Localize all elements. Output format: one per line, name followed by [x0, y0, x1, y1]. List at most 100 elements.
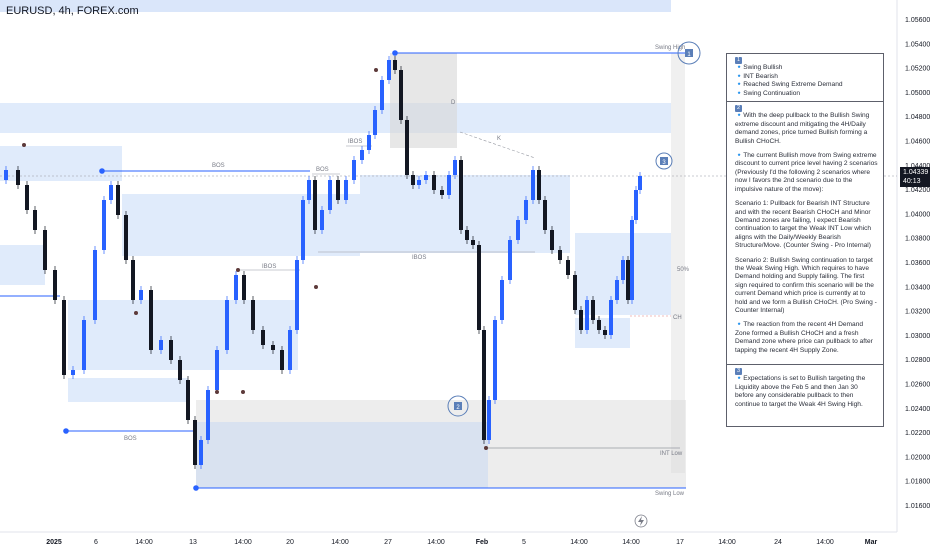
k-label: K	[497, 136, 501, 142]
y-axis-ticks: 1.05600 1.05400 1.05200 1.05000 1.04800 1.046…	[905, 17, 930, 510]
candle-body	[271, 345, 275, 350]
candle-body	[447, 175, 451, 195]
circle-label-1: 1	[687, 52, 691, 58]
candle-body	[301, 200, 305, 260]
zone-mid-1	[122, 194, 360, 256]
circle-label-3: 3	[662, 160, 666, 166]
candle-body	[626, 260, 630, 300]
circle-marker-1: 1	[677, 41, 701, 65]
candle-body	[524, 200, 528, 220]
candle-body	[380, 80, 384, 110]
candle-body	[440, 190, 444, 195]
int-point-2	[314, 285, 318, 289]
candle-body	[131, 260, 135, 300]
int-point-4	[484, 446, 488, 450]
x-tick-label: 17	[676, 539, 684, 546]
int-high-point	[236, 268, 240, 272]
zone-grey-right	[671, 53, 685, 473]
d-label: D	[451, 100, 456, 106]
candle-body	[186, 380, 190, 420]
ibos-label-2: IBOS	[348, 139, 362, 145]
x-tick-label: 14:00	[135, 539, 153, 546]
candle-body	[234, 275, 238, 300]
countdown-value: 40:13	[903, 178, 921, 185]
candle-body	[609, 300, 613, 335]
x-tick-label: 14:00	[234, 539, 252, 546]
candle-body	[621, 260, 625, 280]
candle-body	[33, 210, 37, 230]
y-tick-label: 1.03400	[905, 284, 930, 291]
y-tick-label: 1.02600	[905, 382, 930, 389]
candle-body	[424, 175, 428, 180]
supply-zone-upper	[0, 103, 671, 133]
bos-point-top	[99, 168, 105, 174]
candle-body	[4, 170, 8, 180]
bos-label-mid: BOS	[316, 167, 329, 173]
zone-demand-right-small	[575, 318, 630, 348]
note-badge-3: 3	[735, 368, 742, 375]
zone-blue-bottom	[196, 422, 488, 488]
candle-body	[242, 275, 246, 300]
candle-body	[387, 60, 391, 80]
zone-mid-2	[68, 300, 298, 370]
int-point-8	[241, 390, 245, 394]
candle-body	[566, 260, 570, 275]
x-tick-label: 13	[189, 539, 197, 546]
y-tick-label: 1.03200	[905, 309, 930, 316]
candle-body	[313, 180, 317, 230]
candle-body	[399, 70, 403, 120]
candle-body	[537, 170, 541, 200]
y-tick-label: 1.02000	[905, 454, 930, 461]
candle-body	[453, 160, 457, 175]
candle-body	[139, 290, 143, 300]
circle-marker-2: 2	[447, 395, 469, 417]
y-tick-label: 1.03800	[905, 236, 930, 243]
candle-body	[328, 180, 332, 210]
candle-body	[373, 110, 377, 135]
note-paragraph: Scenario 2: Bullish Swing continuation t…	[735, 256, 877, 314]
candle-body	[169, 340, 173, 360]
candle-body	[508, 240, 512, 280]
structure-lines	[0, 52, 686, 489]
candle-body	[465, 230, 469, 240]
note-paragraph: 🔹Expectations is set to Bullish targetin…	[735, 375, 866, 408]
note-item: 🔹INT Bearish	[735, 72, 778, 80]
y-tick-label: 1.02800	[905, 357, 930, 364]
candle-body	[603, 330, 607, 335]
candle-body	[225, 300, 229, 350]
candle-body	[531, 170, 535, 200]
swing-high-label: Swing High	[655, 45, 685, 51]
candle-body	[550, 230, 554, 250]
circle-label-2: 2	[456, 405, 460, 411]
note-section-1: 1 🔹Swing Bullish 🔹INT Bearish 🔹Reached S…	[727, 54, 883, 103]
y-tick-label: 1.01800	[905, 479, 930, 486]
analysis-note: 1 🔹Swing Bullish 🔹INT Bearish 🔹Reached S…	[726, 53, 884, 427]
lightning-icon[interactable]	[634, 514, 648, 528]
int-low-label: INT Low	[660, 451, 683, 457]
y-tick-label: 1.04000	[905, 211, 930, 218]
candle-body	[638, 176, 642, 190]
candle-body	[411, 175, 415, 185]
ibos-label-3: IBOS	[412, 255, 426, 261]
chart-title: EURUSD, 4h, FOREX.com	[6, 5, 139, 17]
x-tick-label: 14:00	[718, 539, 736, 546]
candle-body	[288, 330, 292, 370]
candle-body	[62, 300, 66, 375]
y-tick-label: 1.04800	[905, 114, 930, 121]
candle-body	[634, 190, 638, 220]
zone-mid-3	[68, 378, 188, 402]
candle-body	[109, 185, 113, 200]
candle-body	[367, 135, 371, 150]
y-tick-label: 1.02200	[905, 430, 930, 437]
last-price-value: 1.04339	[903, 169, 929, 176]
x-tick-label: 14:00	[816, 539, 834, 546]
note-section-3: 3 🔹Expectations is set to Bullish target…	[727, 365, 883, 418]
x-tick-label: 2025	[46, 539, 62, 546]
x-tick-label: 5	[522, 539, 526, 546]
y-tick-label: 1.05600	[905, 17, 930, 24]
note-paragraph: 🔹The reaction from the recent 4H Demand …	[735, 321, 873, 354]
k-line	[459, 131, 536, 159]
last-price-tag: 1.04339 40:13	[900, 167, 930, 187]
candle-body	[471, 240, 475, 245]
